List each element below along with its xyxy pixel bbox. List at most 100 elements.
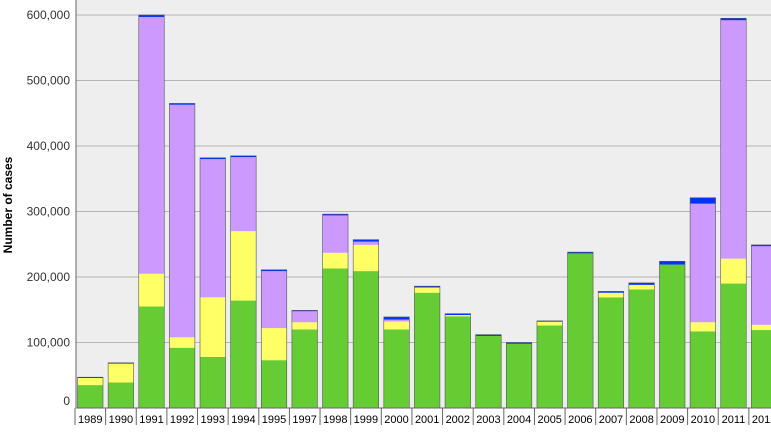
x-tick-label: 1992 (170, 414, 194, 426)
bar-stack (476, 335, 502, 408)
x-tick-label: 1993 (201, 414, 225, 426)
bar-stack (659, 261, 685, 408)
bar-stack (414, 286, 440, 408)
bar-segment (231, 301, 257, 408)
bar-segment (323, 215, 349, 252)
x-tick-label: 2005 (537, 414, 561, 426)
bar-segment (445, 316, 471, 408)
bar-segment (139, 306, 165, 408)
bar-segment (292, 322, 318, 329)
bar-segment (659, 261, 685, 264)
bar-segment (139, 274, 165, 307)
bar-segment (690, 331, 716, 408)
bar-stack (78, 377, 104, 408)
bar-segment (323, 253, 349, 269)
bar-segment (353, 245, 379, 271)
bar-segment (353, 242, 379, 245)
bar-segment (598, 297, 624, 408)
y-tick-label: 500,000 (27, 74, 71, 88)
bar-segment (690, 204, 716, 323)
x-tick-label: 2001 (415, 414, 439, 426)
bar-segment (506, 344, 532, 408)
bar-stack (292, 310, 318, 408)
bar-stack (751, 245, 771, 408)
x-tick-label: 2012 (752, 414, 771, 426)
y-tick-label: 400,000 (27, 139, 71, 153)
bar-stack (231, 156, 257, 408)
bar-segment (139, 17, 165, 274)
bar-segment (384, 317, 410, 320)
bar-stack (200, 158, 226, 408)
bar-segment (598, 293, 624, 298)
bar-segment (200, 159, 226, 297)
x-tick-label: 2007 (599, 414, 623, 426)
bar-stack (108, 363, 134, 408)
bar-segment (108, 382, 134, 408)
bar-segment (78, 378, 104, 385)
bar-segment (568, 253, 594, 408)
bar-stack (568, 252, 594, 408)
bar-segment (751, 325, 771, 330)
bar-segment (384, 322, 410, 330)
bar-stack (721, 18, 747, 408)
bar-segment (690, 322, 716, 331)
bar-segment (261, 360, 287, 408)
y-tick-label: 200,000 (27, 270, 71, 284)
x-tick-label: 1989 (78, 414, 102, 426)
x-tick-label: 1998 (323, 414, 347, 426)
bar-segment (751, 246, 771, 325)
bar-segment (108, 363, 134, 382)
bar-segment (414, 287, 440, 292)
bar-segment (384, 329, 410, 408)
bar-stack (629, 283, 655, 408)
bar-segment (169, 348, 195, 408)
bar-stack (353, 240, 379, 408)
bar-segment (261, 271, 287, 328)
y-tick-label: 0 (63, 394, 70, 408)
bar-segment (200, 357, 226, 408)
y-axis-title: Number of cases (1, 156, 15, 253)
bar-stack (506, 343, 532, 409)
bar-segment (200, 297, 226, 357)
bar-stack (139, 15, 165, 408)
bar-segment (721, 284, 747, 408)
bar-segment (537, 322, 563, 326)
x-tick-label: 1991 (139, 414, 163, 426)
bar-stack (537, 321, 563, 408)
x-tick-label: 1994 (231, 414, 255, 426)
bar-segment (721, 20, 747, 258)
bar-segment (751, 330, 771, 408)
y-tick-labels: 0 100,000 200,000 300,000 400,000 500,000 600,… (27, 8, 71, 408)
bar-segment (231, 157, 257, 231)
x-tick-label: 1995 (262, 414, 286, 426)
x-tick-label: 2006 (568, 414, 592, 426)
x-tick-label: 2010 (691, 414, 715, 426)
x-tick-label: 1990 (109, 414, 133, 426)
bar-segment (261, 328, 287, 360)
x-tick-label: 2002 (446, 414, 470, 426)
bar-segment (445, 315, 471, 316)
bar-stack (384, 317, 410, 408)
bar-segment (384, 320, 410, 322)
bar-segment (629, 289, 655, 408)
bar-stack (598, 291, 624, 408)
x-tick-label: 2004 (507, 414, 531, 426)
bar-segment (690, 198, 716, 204)
y-tick-label: 300,000 (27, 205, 71, 219)
bar-segment (169, 337, 195, 347)
y-tick-label: 600,000 (27, 8, 71, 22)
bar-segment (169, 105, 195, 338)
bar-segment (476, 336, 502, 408)
bar-segment (231, 231, 257, 300)
bar-stack (169, 103, 195, 408)
x-tick-label: 2011 (722, 414, 746, 426)
bar-segment (537, 325, 563, 408)
bar-segment (292, 329, 318, 408)
bar-stack (690, 198, 716, 408)
bar-stack (445, 314, 471, 408)
y-tick-label: 100,000 (27, 336, 71, 350)
bar-stack (323, 214, 349, 408)
bar-segment (721, 259, 747, 284)
